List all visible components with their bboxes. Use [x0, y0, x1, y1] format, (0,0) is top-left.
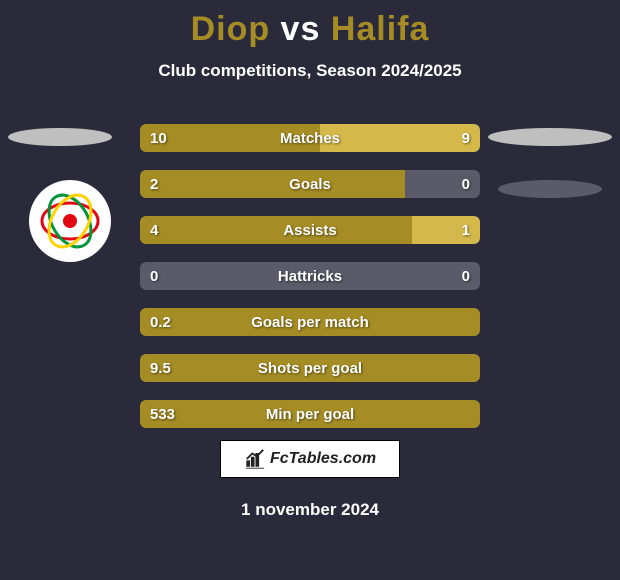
stat-row: 0.2Goals per match [140, 308, 480, 336]
club-logo [29, 180, 111, 262]
club-logo-icon [38, 189, 102, 253]
stat-row: 533Min per goal [140, 400, 480, 428]
comparison-title: Diop vs Halifa [0, 0, 620, 49]
stat-label: Min per goal [140, 400, 480, 428]
player-left-name: Diop [191, 10, 271, 48]
stat-label: Goals per match [140, 308, 480, 336]
decor-ellipse-mid-right [498, 180, 602, 198]
date-text: 1 november 2024 [0, 500, 620, 520]
stat-right-value: 0 [462, 170, 470, 198]
stat-right-value: 9 [462, 124, 470, 152]
chart-icon [244, 448, 266, 470]
decor-ellipse-top-right [488, 128, 612, 146]
stat-label: Hattricks [140, 262, 480, 290]
stat-right-value: 1 [462, 216, 470, 244]
stat-label: Goals [140, 170, 480, 198]
stat-label: Assists [140, 216, 480, 244]
vs-separator: vs [270, 10, 331, 48]
player-right-name: Halifa [331, 10, 430, 48]
decor-ellipse-top-left [8, 128, 112, 146]
stat-label: Shots per goal [140, 354, 480, 382]
stat-row: 9.5Shots per goal [140, 354, 480, 382]
site-logo-text: FcTables.com [270, 450, 376, 468]
stat-row: 2Goals0 [140, 170, 480, 198]
subtitle: Club competitions, Season 2024/2025 [0, 61, 620, 81]
stat-right-value: 0 [462, 262, 470, 290]
stat-label: Matches [140, 124, 480, 152]
stat-bars: 10Matches92Goals04Assists10Hattricks00.2… [140, 124, 480, 446]
stat-row: 10Matches9 [140, 124, 480, 152]
site-logo-box: FcTables.com [220, 440, 400, 478]
stat-row: 0Hattricks0 [140, 262, 480, 290]
stat-row: 4Assists1 [140, 216, 480, 244]
